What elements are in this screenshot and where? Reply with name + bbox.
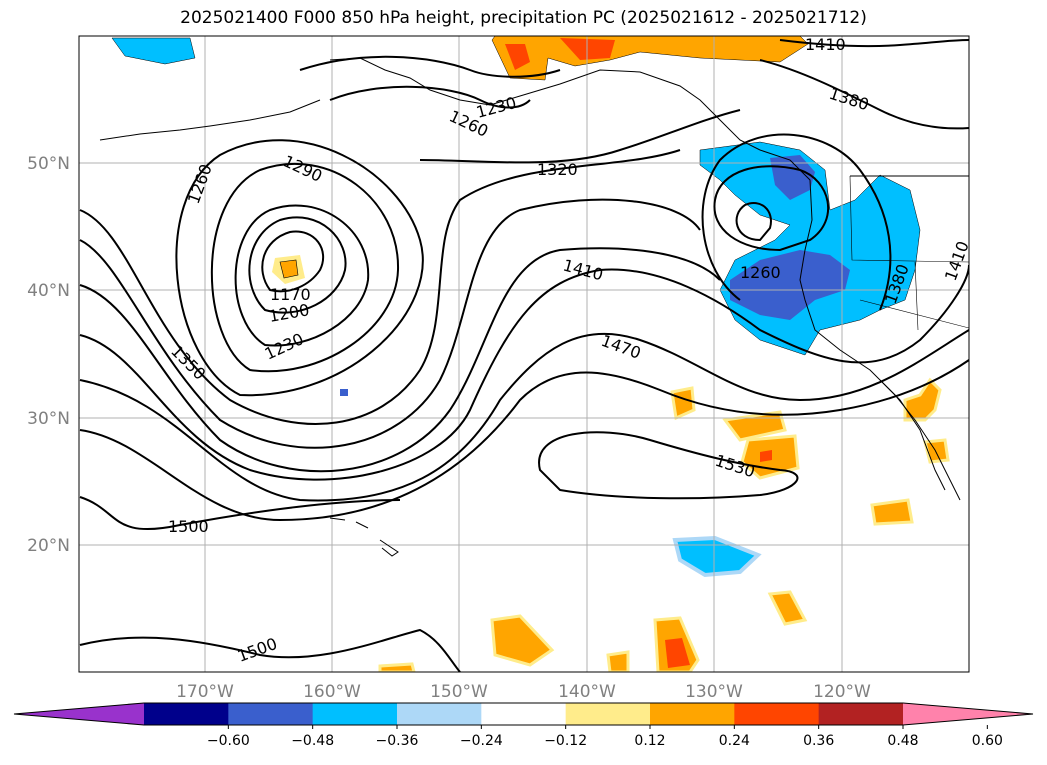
- contour-1260-inner: [735, 202, 772, 242]
- contour-1410: [79, 264, 969, 481]
- colorbar-tick-label: 0.24: [719, 733, 750, 749]
- contour-1410-top: [779, 39, 969, 48]
- lon-label: 170°W: [176, 682, 234, 702]
- contour-1290-low: [175, 139, 424, 397]
- contour-1200: [248, 216, 347, 314]
- precip-orange-lowpt: [279, 259, 299, 279]
- colorbar-segment: [144, 703, 229, 725]
- precip-orange-mid1: [670, 386, 696, 421]
- lon-label: 140°W: [558, 682, 616, 702]
- precip-darkblue-pnw: [730, 250, 850, 320]
- colorbar-tick-label: 0.36: [803, 733, 834, 749]
- lat-label: 50°N: [27, 154, 70, 174]
- contour-1380-top: [759, 59, 969, 130]
- contour-1260-low: [210, 162, 400, 373]
- contour-label: 1500: [168, 517, 209, 536]
- contour-1500-s: [79, 496, 401, 530]
- colorbar-outline: [13, 702, 1034, 726]
- height-contours: [79, 39, 969, 672]
- colorbar-tick-label: 0.48: [887, 733, 918, 749]
- alaska-coast: [329, 57, 761, 151]
- precip-orange-s5: [378, 662, 416, 672]
- contour-1170: [261, 230, 325, 293]
- precip-red-mid3: [760, 450, 772, 462]
- colorbar-segment: [312, 703, 398, 725]
- map-frame: [78, 35, 970, 673]
- contour-1230-top: [329, 85, 531, 109]
- lon-label: 160°W: [303, 682, 361, 702]
- longitude-labels: 170°W 160°W 150°W 140°W 130°W 120°W: [176, 682, 871, 702]
- contour-label: 1320: [537, 160, 578, 179]
- colorbar-segment: [734, 703, 820, 725]
- lon-label: 120°W: [813, 682, 871, 702]
- precip-red-s3: [665, 638, 690, 668]
- contour-1230-low: [234, 204, 370, 347]
- precip-orange-se: [870, 498, 914, 526]
- bc-coast: [759, 149, 961, 501]
- latitude-labels: 50°N 40°N 30°N 20°N: [27, 154, 70, 556]
- colorbar-segment: [397, 703, 482, 725]
- contour-outer-2: [79, 198, 701, 449]
- colorbar-segment: [650, 703, 735, 725]
- contour-1500: [79, 359, 969, 522]
- precip-blue-hawaii-e: [672, 535, 762, 578]
- coastlines: [99, 57, 969, 557]
- colorbar-segment: [818, 703, 904, 725]
- colorbar-tick-label: −0.48: [291, 733, 334, 749]
- contour-1500-bottom: [79, 628, 461, 672]
- colorbar-tick-label: −0.12: [544, 733, 587, 749]
- precip-orange-s2: [490, 614, 555, 667]
- contour-label: 1260: [740, 263, 781, 282]
- contour-label: 1170: [270, 285, 311, 304]
- contour-1260-top: [299, 55, 561, 78]
- colorbar-segment: [565, 703, 651, 725]
- contour-outer-1: [79, 149, 681, 425]
- aleutians: [99, 99, 321, 141]
- state-lines: [849, 175, 969, 331]
- contour-label: 1410: [805, 35, 846, 54]
- contour-1260-low2: [713, 165, 829, 252]
- colorbar-segment: [481, 703, 567, 725]
- colorbar-tick-label: −0.36: [376, 733, 419, 749]
- map-title: 2025021400 F000 850 hPa height, precipit…: [180, 8, 867, 28]
- precip-orange-s4: [606, 650, 630, 672]
- lon-label: 130°W: [685, 682, 743, 702]
- contour-1350: [79, 247, 721, 473]
- colorbar: −0.60 −0.48 −0.36 −0.24 −0.12 0.12 0.24 0.36 0.4…: [13, 702, 1034, 749]
- map-background: [79, 36, 969, 672]
- lon-label: 150°W: [430, 682, 488, 702]
- colorbar-tick-label: 0.60: [972, 733, 1003, 749]
- hawaii-islands: [329, 517, 399, 557]
- contour-1320: [419, 109, 741, 164]
- precip-blue-nw: [111, 37, 196, 65]
- lat-label: 30°N: [27, 409, 70, 429]
- contour-1380: [701, 133, 892, 311]
- colorbar-tick-label: −0.24: [460, 733, 503, 749]
- precip-orange-coast2: [923, 438, 950, 464]
- lat-label: 20°N: [27, 536, 70, 556]
- colorbar-segment: [228, 703, 314, 725]
- colorbar-tick-label: −0.60: [207, 733, 250, 749]
- colorbar-tick-label: 0.12: [634, 733, 665, 749]
- precip-orange-s1: [767, 590, 808, 626]
- lat-label: 40°N: [27, 281, 70, 301]
- precip-orange-coast: [903, 377, 942, 422]
- contour-1470: [79, 329, 969, 502]
- contour-1530: [538, 431, 799, 500]
- colorbar-extend-low: [14, 703, 144, 725]
- precip-blue-small: [340, 389, 348, 396]
- precip-red-top: [505, 44, 530, 70]
- baja: [879, 379, 946, 491]
- colorbar-extend-high: [903, 703, 1033, 725]
